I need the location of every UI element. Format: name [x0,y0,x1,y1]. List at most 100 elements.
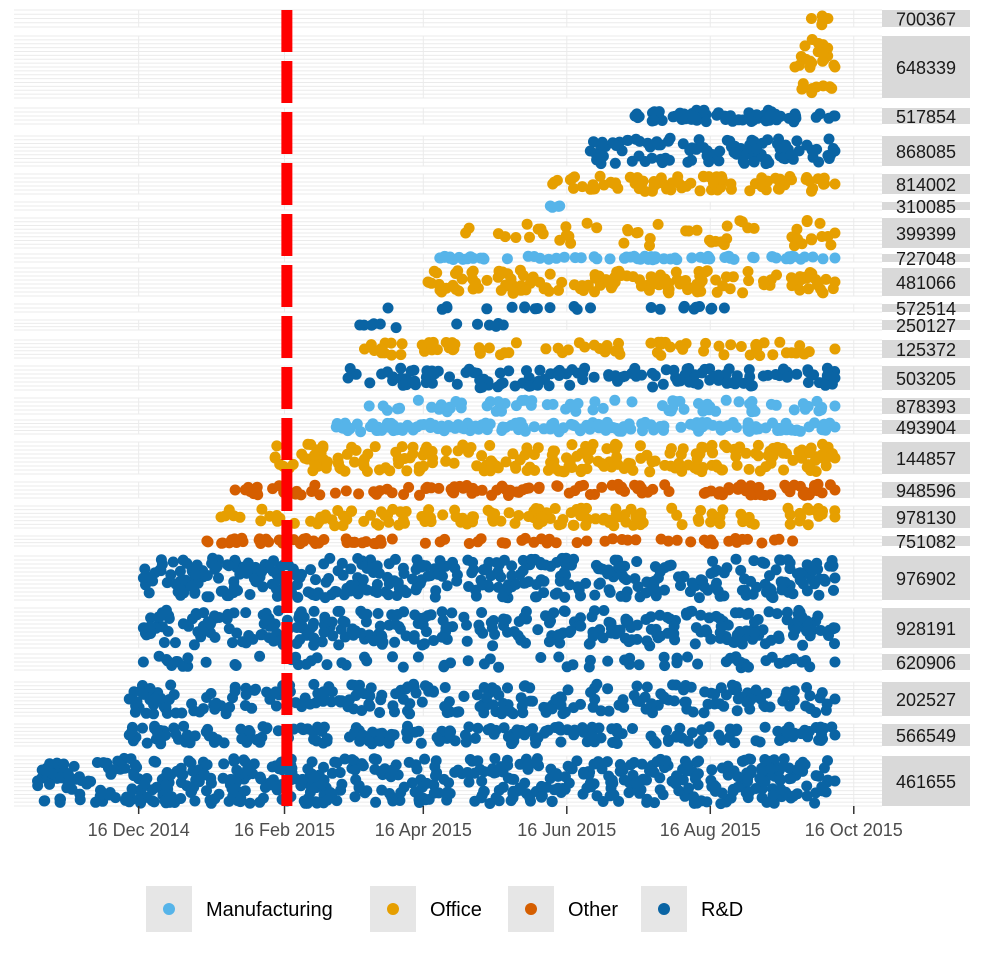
point-randd [502,772,514,784]
point-office [736,216,748,228]
point-randd [778,363,789,375]
panel-label-481066: 481066 [896,273,956,293]
point-randd [588,136,599,148]
point-randd [713,369,725,381]
point-randd [39,765,51,777]
point-manufacturing [658,420,670,432]
point-office [215,511,227,523]
point-randd [324,552,336,564]
point-randd [780,786,792,798]
point-other [533,481,545,493]
point-randd [227,637,238,649]
point-randd [148,796,160,808]
point-randd [651,756,663,768]
point-randd [609,736,621,748]
point-randd [802,364,814,376]
point-randd [163,694,175,705]
point-randd [680,680,692,691]
point-randd [670,778,682,790]
point-office [806,87,818,99]
point-manufacturing [829,400,841,412]
point-randd [365,682,377,694]
point-randd [305,564,317,576]
point-office [644,466,656,478]
point-randd [587,729,598,741]
point-randd [646,152,658,164]
point-randd [603,705,615,717]
point-office [716,236,727,248]
point-randd [422,570,434,582]
point-office [556,276,568,288]
point-randd [659,584,670,596]
point-office [562,344,574,356]
point-randd [675,580,686,591]
point-randd [296,701,308,713]
panel-label-493904: 493904 [896,418,956,438]
point-randd [702,698,714,710]
point-other [816,487,828,499]
point-manufacturing [744,398,756,410]
point-randd [434,555,446,567]
point-randd [674,375,686,387]
point-randd [244,797,256,809]
point-randd [515,634,527,646]
point-randd [631,556,643,567]
point-randd [237,565,249,576]
point-randd [471,689,483,701]
point-randd [668,620,680,632]
point-randd [554,637,566,649]
point-office [309,449,320,461]
point-randd [791,135,803,147]
point-office [664,341,676,353]
point-office [234,511,246,523]
point-manufacturing [604,253,616,265]
point-office [829,511,841,523]
point-randd [374,620,386,632]
point-randd [588,371,600,383]
point-randd [655,153,667,165]
point-randd [750,684,762,696]
point-randd [492,581,504,593]
point-randd [502,731,514,743]
point-randd [586,611,598,623]
point-manufacturing [568,420,580,432]
point-office [622,224,634,235]
point-office [484,440,496,451]
point-office [798,348,810,360]
point-office [706,508,718,520]
point-randd [329,585,341,597]
point-randd [463,581,475,592]
point-randd [469,795,481,807]
point-randd [169,637,181,649]
point-randd [797,578,809,590]
point-randd [546,795,558,807]
point-office [383,516,395,528]
point-randd [566,763,578,775]
point-other [448,487,460,499]
point-office [788,274,800,286]
point-randd [774,735,786,746]
point-office [806,34,818,45]
panel-label-566549: 566549 [896,726,956,746]
point-randd [631,695,643,707]
point-randd [146,784,158,796]
point-randd [458,691,470,702]
point-randd [732,781,744,793]
point-randd [243,725,255,736]
point-randd [232,585,243,596]
point-randd [698,707,710,719]
point-manufacturing [658,253,670,265]
point-randd [202,616,214,628]
point-randd [801,780,813,792]
point-office [341,448,353,460]
point-randd [302,763,314,775]
point-randd [683,782,695,794]
point-office [817,55,829,67]
point-office [510,462,522,474]
point-office [578,285,589,296]
point-office [510,232,522,243]
point-manufacturing [363,400,375,412]
point-randd [421,626,432,638]
point-randd [139,778,151,790]
point-randd [749,627,760,639]
